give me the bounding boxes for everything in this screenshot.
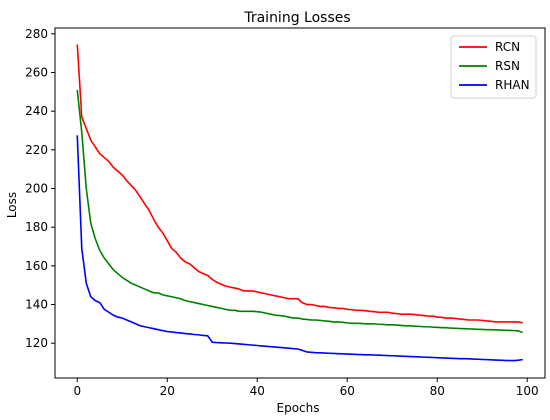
series-line-rcn xyxy=(76,44,523,324)
plot-area xyxy=(76,44,524,362)
y-tick-label: 240 xyxy=(25,104,48,118)
series-line-rhan xyxy=(76,135,523,362)
y-tick-label: 200 xyxy=(25,181,48,195)
x-tick-label: 20 xyxy=(160,384,175,398)
y-tick-label: 140 xyxy=(25,298,48,312)
x-tick-label: 0 xyxy=(73,384,81,398)
x-tick-label: 100 xyxy=(516,384,539,398)
legend: RCN RSN RHAN xyxy=(450,35,537,99)
y-axis-ticks: 120 140 160 180 200 220 240 260 280 xyxy=(25,27,55,350)
chart-title: Training Losses xyxy=(243,10,350,26)
x-axis-ticks: 0 20 40 60 80 100 xyxy=(73,378,539,398)
y-tick-label: 120 xyxy=(25,336,48,350)
legend-label-rcn: RCN xyxy=(495,40,520,54)
y-tick-label: 180 xyxy=(25,220,48,234)
x-tick-label: 40 xyxy=(250,384,265,398)
x-tick-label: 60 xyxy=(340,384,355,398)
y-tick-label: 260 xyxy=(25,65,48,79)
legend-label-rsn: RSN xyxy=(495,59,520,73)
x-tick-label: 80 xyxy=(430,384,445,398)
legend-box xyxy=(450,35,537,99)
y-tick-label: 280 xyxy=(25,27,48,41)
y-tick-label: 220 xyxy=(25,143,48,157)
plot-frame xyxy=(54,27,546,379)
x-axis-label: Epochs xyxy=(277,401,320,415)
series-line-rsn xyxy=(76,89,524,334)
y-tick-label: 160 xyxy=(25,259,48,273)
y-axis-label: Loss xyxy=(5,192,19,218)
legend-label-rhan: RHAN xyxy=(495,78,530,92)
